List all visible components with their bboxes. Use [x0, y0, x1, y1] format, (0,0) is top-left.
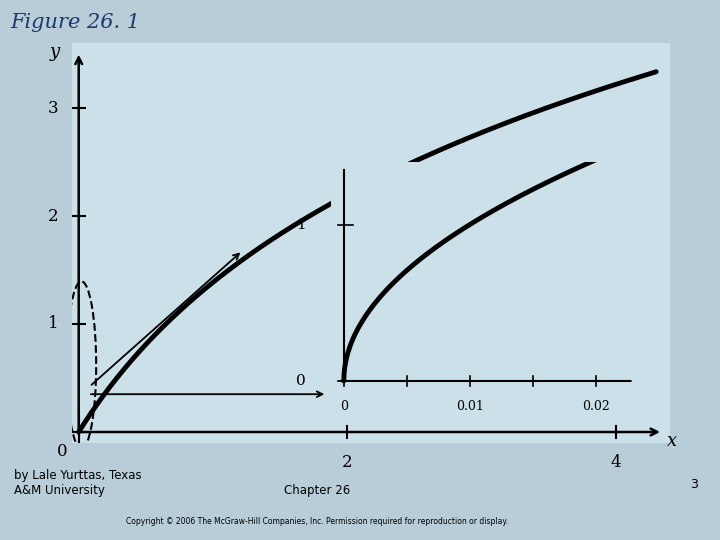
- Text: 2: 2: [48, 207, 58, 225]
- Text: by Lale Yurttas, Texas
A&M University: by Lale Yurttas, Texas A&M University: [14, 469, 142, 497]
- Text: 0.01: 0.01: [456, 400, 484, 413]
- Text: 0: 0: [340, 400, 348, 413]
- Text: 4: 4: [611, 454, 621, 470]
- Text: 0: 0: [58, 443, 68, 460]
- Text: 3: 3: [48, 99, 58, 117]
- Text: x: x: [667, 431, 678, 450]
- Text: 0.02: 0.02: [582, 400, 610, 413]
- Text: 2: 2: [342, 454, 353, 470]
- Text: 3: 3: [690, 478, 698, 491]
- Text: 1: 1: [296, 218, 306, 232]
- Text: Copyright © 2006 The McGraw-Hill Companies, Inc. Permission required for reprodu: Copyright © 2006 The McGraw-Hill Compani…: [126, 517, 508, 526]
- Text: Figure 26. 1: Figure 26. 1: [11, 14, 141, 32]
- Text: Chapter 26: Chapter 26: [284, 484, 350, 497]
- Text: y: y: [50, 43, 60, 61]
- Text: 1: 1: [48, 315, 58, 333]
- Text: 0: 0: [296, 374, 306, 388]
